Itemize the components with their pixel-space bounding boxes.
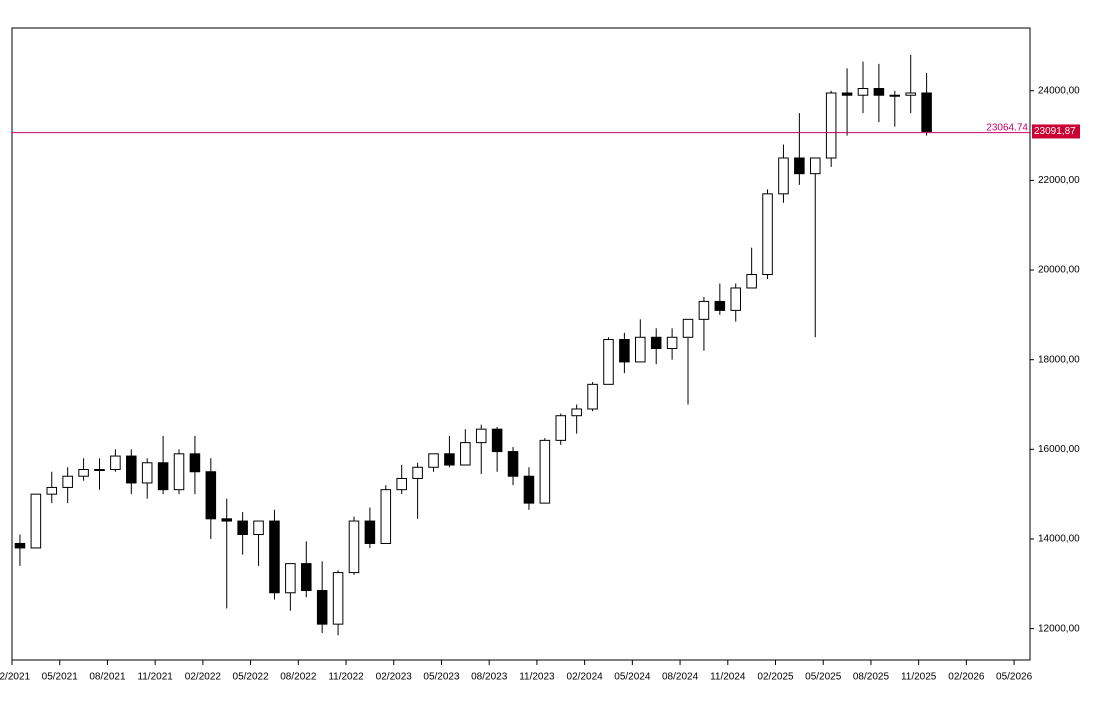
candle-body	[507, 451, 519, 477]
candle-body	[348, 520, 360, 574]
x-tick-label: 11/2025	[901, 672, 937, 683]
candle-body	[444, 453, 455, 466]
candle-body	[603, 339, 614, 385]
candle-body	[141, 462, 153, 484]
x-tick-label: 02/2022	[185, 672, 222, 683]
candle-body	[778, 157, 789, 195]
reference-label: 23064.74	[986, 122, 1028, 133]
candle-body	[523, 475, 535, 504]
candle-body	[905, 92, 916, 96]
y-tick-label: 16000,00	[1038, 444, 1080, 455]
x-tick-label: 08/2025	[853, 672, 890, 683]
candle-body	[666, 336, 678, 349]
candle-body	[650, 336, 662, 349]
y-tick-label: 18000,00	[1038, 354, 1080, 365]
candle-body	[460, 442, 471, 466]
candle-body	[46, 486, 58, 495]
candle-body	[412, 466, 423, 479]
x-tick-label: 02/2025	[757, 672, 794, 683]
candle-body	[428, 453, 439, 468]
x-tick-label: 05/2022	[233, 672, 270, 683]
candle-body	[380, 489, 392, 544]
y-tick-label: 12000,00	[1038, 623, 1080, 634]
candle-body	[825, 92, 837, 159]
candle-body	[173, 453, 185, 491]
candle-body	[921, 92, 932, 132]
x-tick-label: 02/2021	[0, 672, 31, 683]
x-tick-label: 05/2021	[42, 672, 79, 683]
candle-body	[698, 300, 710, 320]
x-tick-label: 02/2024	[567, 672, 604, 683]
y-tick-label: 22000,00	[1038, 175, 1080, 186]
candle-body	[746, 274, 757, 289]
candle-body	[364, 520, 376, 544]
candle-body	[873, 88, 885, 96]
candle-body	[889, 94, 901, 97]
candle-body	[285, 563, 296, 594]
candle-body	[126, 455, 137, 484]
x-tick-label: 08/2023	[471, 672, 508, 683]
last-price-box	[1032, 124, 1080, 139]
candle-body	[78, 469, 89, 477]
x-tick-label: 08/2022	[280, 672, 317, 683]
candle-body	[110, 455, 121, 471]
y-tick-label: 24000,00	[1038, 85, 1080, 96]
candle-body	[14, 542, 26, 549]
x-tick-label: 05/2023	[423, 672, 460, 683]
candle-body	[635, 336, 646, 363]
candle-body	[619, 339, 630, 363]
x-tick-label: 08/2024	[662, 672, 699, 683]
candle-body	[332, 572, 344, 625]
x-tick-label: 02/2023	[376, 672, 413, 683]
x-tick-label: 11/2021	[137, 672, 173, 683]
candle-body	[157, 462, 169, 491]
candle-body	[396, 477, 407, 491]
candle-body	[300, 563, 312, 592]
x-tick-label: 11/2024	[710, 672, 746, 683]
x-tick-label: 08/2021	[89, 672, 126, 683]
candle-body	[555, 415, 567, 441]
candle-body	[714, 300, 726, 311]
candle-body	[253, 520, 264, 535]
candle-body	[809, 157, 821, 175]
candle-body	[189, 453, 201, 473]
candle-body	[316, 590, 328, 625]
x-tick-label: 05/2026	[996, 672, 1033, 683]
candle-body	[682, 318, 694, 338]
candle-body	[730, 287, 742, 311]
candle-body	[539, 439, 551, 504]
candle-body	[587, 383, 598, 410]
y-tick-label: 14000,00	[1038, 534, 1080, 545]
candle-body	[221, 518, 233, 522]
candle-body	[857, 88, 869, 96]
candle-body	[30, 493, 42, 549]
y-tick-label: 20000,00	[1038, 265, 1080, 276]
x-tick-label: 02/2026	[948, 672, 985, 683]
x-tick-label: 11/2022	[328, 672, 364, 683]
candle-body	[491, 428, 503, 453]
candle-body	[62, 475, 73, 488]
candle-body	[205, 471, 217, 520]
candle-body	[237, 520, 248, 535]
candle-body	[841, 92, 853, 96]
candle-body	[94, 469, 105, 472]
x-tick-label: 05/2024	[614, 672, 651, 683]
x-tick-label: 11/2023	[519, 672, 555, 683]
x-tick-label: 05/2025	[805, 672, 842, 683]
candle-body	[762, 193, 773, 276]
candle-body	[794, 157, 805, 175]
last-price-label: 23091,87	[1034, 126, 1076, 137]
plot-frame	[11, 27, 1031, 661]
candle-body	[571, 408, 582, 417]
candle-body	[269, 520, 280, 594]
candle-body	[475, 428, 487, 444]
